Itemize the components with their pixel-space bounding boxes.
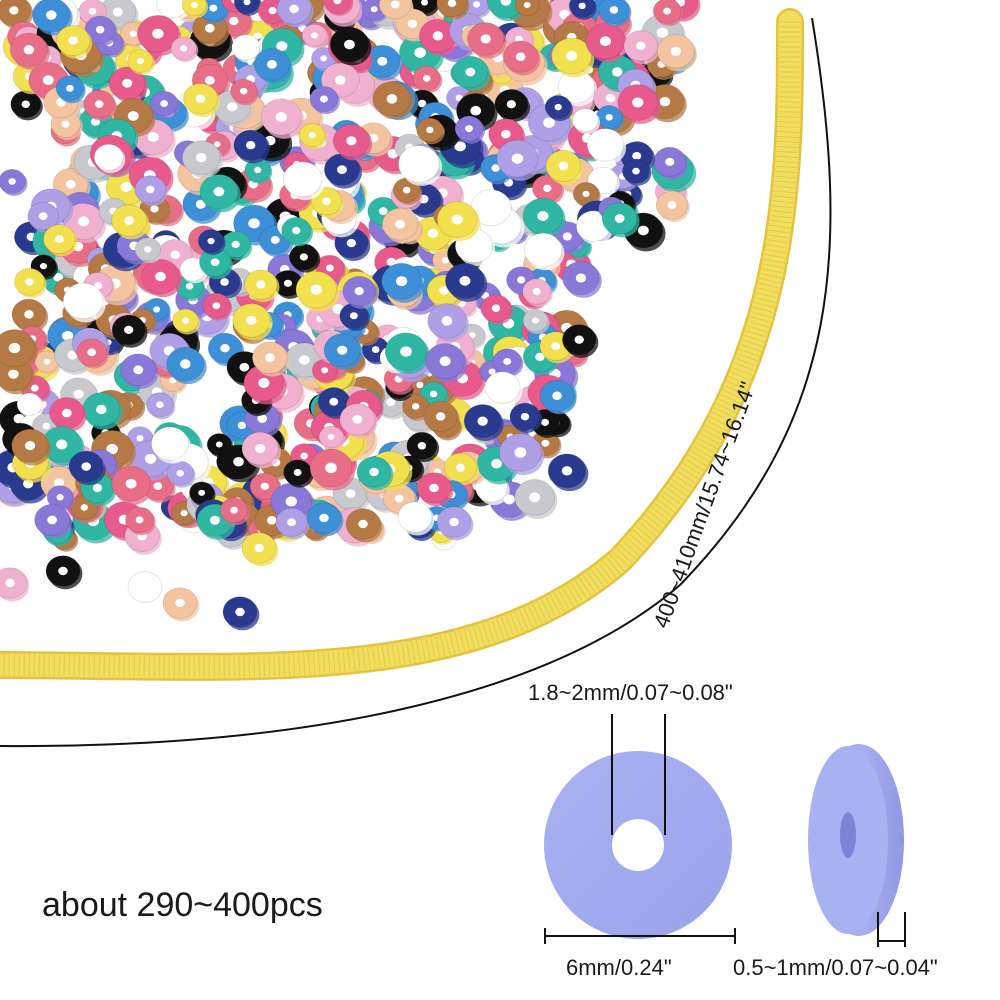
thickness-dimension xyxy=(877,912,906,947)
diameter-dimension xyxy=(544,928,736,944)
diameter-label: 6mm/0.24" xyxy=(566,955,672,980)
strand-bead-edges xyxy=(3,21,802,678)
hole-size-dimension xyxy=(611,714,666,835)
thickness-label: 0.5~1mm/0.07~0.04" xyxy=(733,955,938,980)
bead-front-view xyxy=(544,751,732,939)
loose-beads-pile xyxy=(0,0,701,631)
quantity-label: about 290~400pcs xyxy=(42,886,323,924)
bead-side-view xyxy=(808,744,904,936)
strand-length-guide-line xyxy=(0,17,832,748)
hole-size-label: 1.8~2mm/0.07~0.08" xyxy=(528,680,733,705)
